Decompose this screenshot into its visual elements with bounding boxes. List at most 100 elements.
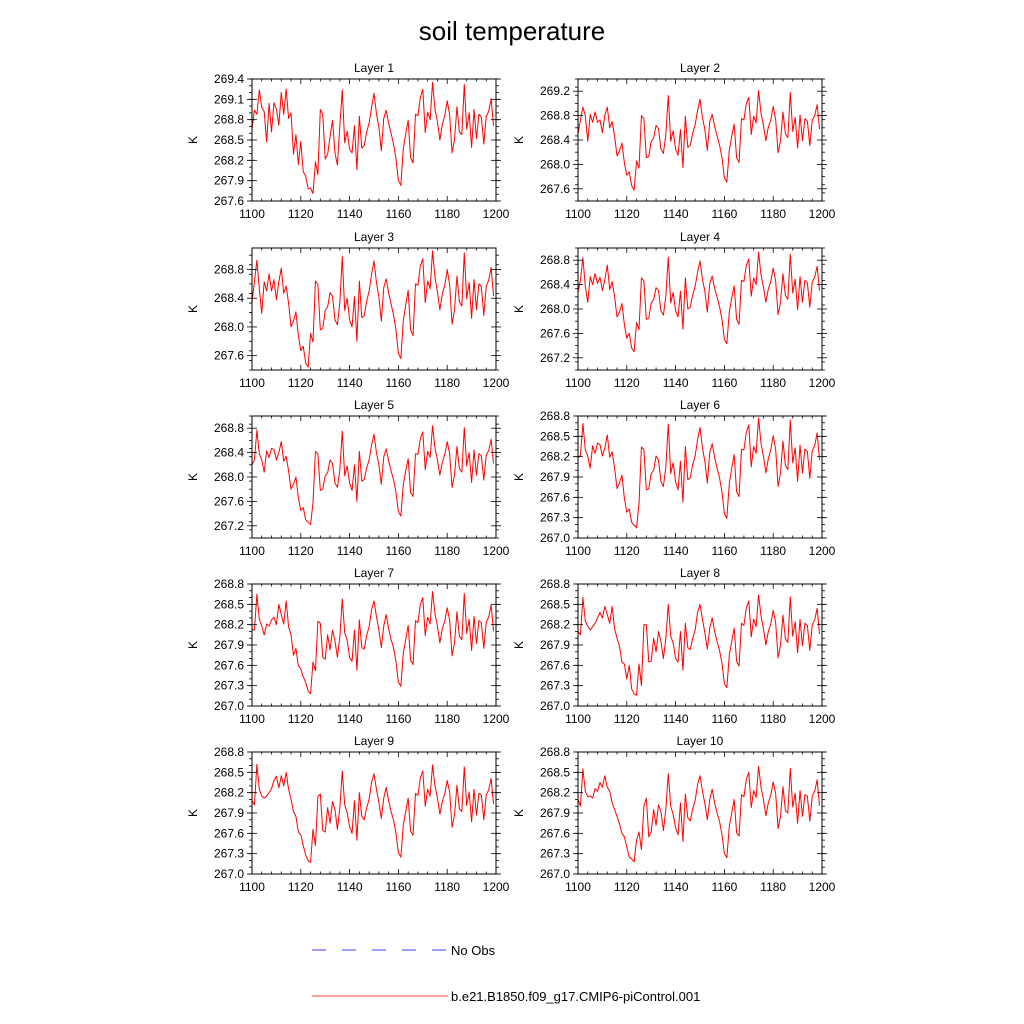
x-tick-label: 1100 [239, 376, 265, 390]
panel-layer-6: Layer 6 K 1100 1120 1140 1160 1180 1200 267.0 267… [512, 398, 836, 558]
series-line [251, 590, 495, 695]
x-tick-label: 1160 [711, 376, 737, 390]
series-line [577, 90, 821, 191]
x-tick-label: 1140 [663, 376, 689, 390]
y-tick-label: 267.0 [214, 699, 244, 713]
panel-title: Layer 6 [680, 398, 720, 412]
y-tick-label: 268.8 [540, 409, 570, 423]
x-tick-label: 1200 [809, 712, 836, 726]
x-tick-label: 1140 [663, 544, 689, 558]
x-tick-label: 1120 [614, 376, 640, 390]
panel-title: Layer 4 [680, 230, 720, 244]
x-tick-label: 1140 [337, 880, 363, 894]
y-tick-label: 268.2 [214, 786, 244, 800]
y-tick-label: 269.1 [214, 92, 244, 106]
y-tick-label: 267.0 [540, 867, 570, 881]
x-tick-label: 1200 [809, 207, 836, 221]
x-tick-label: 1100 [239, 544, 265, 558]
x-tick-label: 1120 [614, 880, 640, 894]
x-tick-label: 1100 [565, 712, 591, 726]
x-tick-label: 1100 [565, 880, 591, 894]
y-tick-label: 268.2 [540, 786, 570, 800]
y-axis-label: K [512, 305, 526, 313]
x-tick-label: 1100 [239, 207, 265, 221]
x-tick-label: 1160 [711, 712, 737, 726]
series-line [251, 763, 495, 863]
x-tick-label: 1160 [385, 207, 411, 221]
series-line [251, 250, 495, 368]
figure-title: soil temperature [419, 16, 605, 46]
x-tick-label: 1120 [288, 880, 314, 894]
panel-layer-1: Layer 1 K 1100 1120 1140 1160 1180 1200 267.6 267… [186, 61, 510, 221]
y-tick-label: 267.6 [540, 326, 570, 340]
x-tick-label: 1200 [809, 544, 836, 558]
panel-layer-3: Layer 3 K 1100 1120 1140 1160 1180 1200 267.6 268… [186, 230, 510, 390]
legend-model-label: b.e21.B1850.f09_g17.CMIP6-piControl.001 [451, 989, 700, 1004]
x-tick-label: 1200 [809, 376, 836, 390]
x-tick-label: 1200 [483, 544, 510, 558]
x-tick-label: 1180 [434, 712, 460, 726]
y-tick-label: 267.9 [540, 638, 570, 652]
plot-frame [577, 751, 823, 875]
y-tick-label: 267.9 [214, 174, 244, 188]
series-line [577, 765, 821, 863]
y-tick-label: 267.3 [214, 679, 244, 693]
y-tick-label: 267.2 [540, 351, 570, 365]
y-tick-label: 267.2 [214, 519, 244, 533]
x-tick-label: 1100 [565, 376, 591, 390]
x-tick-label: 1160 [711, 544, 737, 558]
y-tick-label: 268.8 [214, 577, 244, 591]
panel-layer-9: Layer 9 K 1100 1120 1140 1160 1180 1200 267.0 267… [186, 734, 510, 894]
y-tick-label: 269.2 [540, 84, 570, 98]
x-tick-label: 1160 [711, 207, 737, 221]
y-axis-label: K [512, 136, 526, 144]
y-tick-label: 267.3 [540, 511, 570, 525]
panel-layer-8: Layer 8 K 1100 1120 1140 1160 1180 1200 267.0 267… [512, 566, 836, 726]
x-tick-label: 1160 [385, 880, 411, 894]
y-tick-label: 268.8 [540, 253, 570, 267]
x-tick-label: 1100 [239, 712, 265, 726]
x-tick-label: 1180 [434, 376, 460, 390]
y-tick-label: 269.4 [214, 72, 244, 86]
y-tick-label: 268.2 [214, 618, 244, 632]
x-tick-label: 1140 [663, 712, 689, 726]
panel-layer-7: Layer 7 K 1100 1120 1140 1160 1180 1200 267.0 267… [186, 566, 510, 726]
y-axis-label: K [512, 641, 526, 649]
x-tick-label: 1160 [385, 712, 411, 726]
y-tick-label: 268.0 [214, 320, 244, 334]
legend: No Obs b.e21.B1850.f09_g17.CMIP6-piContr… [312, 943, 700, 1004]
y-tick-label: 268.4 [540, 133, 570, 147]
x-tick-label: 1120 [614, 712, 640, 726]
y-tick-label: 267.3 [540, 679, 570, 693]
x-tick-label: 1180 [760, 544, 786, 558]
x-tick-label: 1100 [565, 544, 591, 558]
y-tick-label: 267.6 [540, 826, 570, 840]
series-line [251, 425, 495, 526]
y-tick-label: 268.0 [540, 157, 570, 171]
plot-frame [251, 247, 497, 371]
x-tick-label: 1180 [434, 544, 460, 558]
y-axis-label: K [186, 305, 200, 313]
y-tick-label: 267.6 [214, 194, 244, 208]
y-axis-label: K [186, 473, 200, 481]
x-tick-label: 1200 [809, 880, 836, 894]
panel-grid: Layer 1 K 1100 1120 1140 1160 1180 1200 267.6 267… [186, 61, 836, 894]
x-tick-label: 1200 [483, 712, 510, 726]
y-axis-label: K [186, 136, 200, 144]
y-tick-label: 267.6 [214, 349, 244, 363]
y-tick-label: 268.5 [540, 597, 570, 611]
panel-title: Layer 9 [354, 734, 394, 748]
y-tick-label: 268.8 [214, 421, 244, 435]
y-tick-label: 267.9 [214, 806, 244, 820]
y-tick-label: 267.3 [540, 847, 570, 861]
x-tick-label: 1140 [337, 712, 363, 726]
y-tick-label: 267.0 [214, 867, 244, 881]
y-tick-label: 267.6 [214, 826, 244, 840]
x-tick-label: 1200 [483, 207, 510, 221]
panel-title: Layer 1 [354, 61, 394, 75]
y-tick-label: 267.6 [540, 490, 570, 504]
panel-title: Layer 5 [354, 398, 394, 412]
x-tick-label: 1120 [288, 544, 314, 558]
y-tick-label: 267.9 [540, 470, 570, 484]
panel-layer-4: Layer 4 K 1100 1120 1140 1160 1180 1200 267.2 267… [512, 230, 836, 390]
